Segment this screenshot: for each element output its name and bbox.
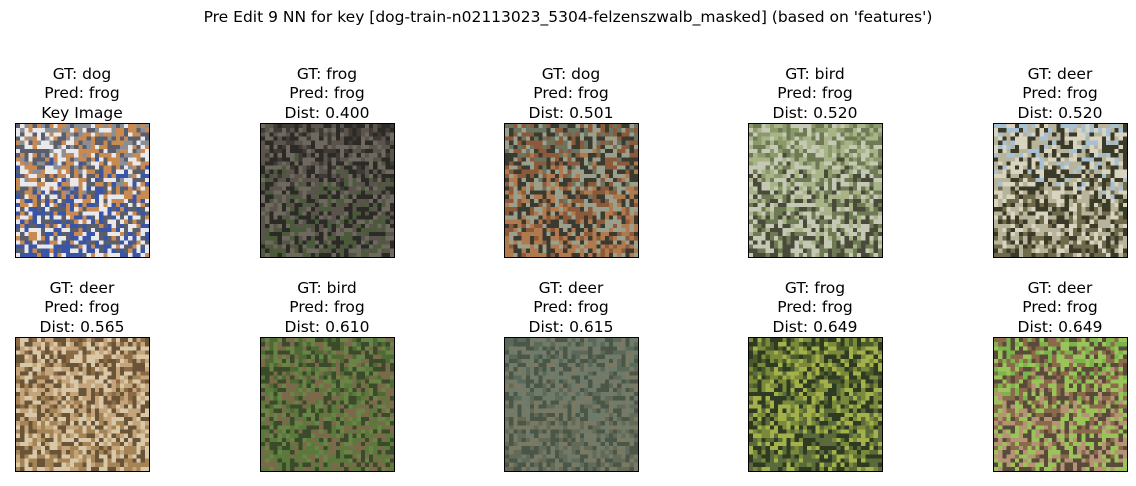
panel-caption: GT: deer Pred: frog Dist: 0.615 [491,278,651,337]
caption-pred: Pred: frog [289,84,365,102]
panel-caption: GT: deer Pred: frog Dist: 0.649 [980,278,1136,337]
panel-caption: GT: frog Pred: frog Dist: 0.400 [247,64,407,123]
caption-extra: Dist: 0.501 [528,103,614,122]
thumbnail-image [748,337,883,472]
nn-panel: GT: dog Pred: frog Dist: 0.501 [491,64,651,258]
caption-extra: Dist: 0.649 [772,317,858,336]
thumbnail-image [260,123,395,258]
panel-caption: GT: deer Pred: frog Dist: 0.520 [980,64,1136,123]
nn-panel: GT: deer Pred: frog Dist: 0.520 [980,64,1136,258]
thumbnail-image [993,337,1128,472]
nn-panel: GT: deer Pred: frog Dist: 0.565 [2,278,162,472]
nn-panel: GT: frog Pred: frog Dist: 0.400 [247,64,407,258]
caption-gt: GT: frog [784,278,846,297]
nn-panel: GT: deer Pred: frog Dist: 0.649 [980,278,1136,472]
caption-extra: Dist: 0.649 [1017,317,1103,336]
caption-gt: GT: deer [538,278,604,297]
caption-pred: Pred: frog [1022,298,1098,316]
caption-pred: Pred: frog [44,84,120,102]
thumbnail-image [504,123,639,258]
caption-gt: GT: dog [52,64,112,83]
caption-extra: Key Image [41,103,123,122]
thumbnail-image [15,337,150,472]
nn-panel: GT: bird Pred: frog Dist: 0.520 [735,64,895,258]
caption-pred: Pred: frog [44,298,120,316]
caption-pred: Pred: frog [289,298,365,316]
caption-gt: GT: bird [297,278,357,297]
thumbnail-image [504,337,639,472]
nn-panel: GT: deer Pred: frog Dist: 0.615 [491,278,651,472]
figure-title: Pre Edit 9 NN for key [dog-train-n021130… [203,8,933,26]
panel-caption: GT: bird Pred: frog Dist: 0.610 [247,278,407,337]
caption-pred: Pred: frog [777,298,853,316]
caption-pred: Pred: frog [1022,84,1098,102]
panel-caption: GT: frog Pred: frog Dist: 0.649 [735,278,895,337]
panel-caption: GT: bird Pred: frog Dist: 0.520 [735,64,895,123]
caption-gt: GT: deer [49,278,115,297]
caption-extra: Dist: 0.520 [1017,103,1103,122]
caption-gt: GT: bird [785,64,845,83]
caption-extra: Dist: 0.615 [528,317,614,336]
panel-caption: GT: deer Pred: frog Dist: 0.565 [2,278,162,337]
caption-gt: GT: deer [1027,278,1093,297]
thumbnail-image [748,123,883,258]
caption-extra: Dist: 0.400 [284,103,370,122]
panel-caption: GT: dog Pred: frog Dist: 0.501 [491,64,651,123]
panel-caption: GT: dog Pred: frog Key Image [2,64,162,123]
caption-gt: GT: deer [1027,64,1093,83]
caption-gt: GT: dog [541,64,601,83]
nn-panel: GT: dog Pred: frog Key Image [2,64,162,258]
thumbnail-image [260,337,395,472]
thumbnail-image [993,123,1128,258]
caption-gt: GT: frog [296,64,358,83]
caption-pred: Pred: frog [533,298,609,316]
caption-extra: Dist: 0.610 [284,317,370,336]
nn-panel: GT: bird Pred: frog Dist: 0.610 [247,278,407,472]
caption-pred: Pred: frog [533,84,609,102]
thumbnail-image [15,123,150,258]
caption-extra: Dist: 0.565 [39,317,125,336]
caption-extra: Dist: 0.520 [772,103,858,122]
nn-panel: GT: frog Pred: frog Dist: 0.649 [735,278,895,472]
caption-pred: Pred: frog [777,84,853,102]
